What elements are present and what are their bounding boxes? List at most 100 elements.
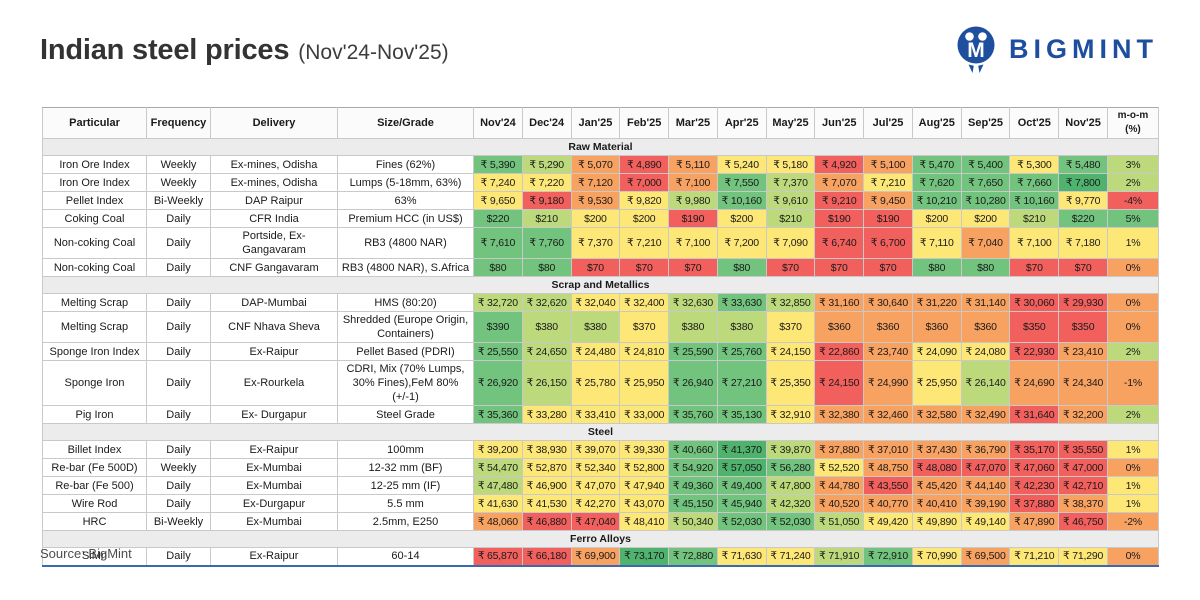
price-cell: ₹ 35,130 (716, 405, 767, 424)
price-cell: $200 (960, 209, 1011, 228)
price-cell: ₹ 26,150 (521, 360, 572, 406)
table-row: Non-coking Coal Daily Portside, Ex-Gangava… (42, 227, 1159, 259)
cell-size-grade: 2.5mm, E250 (337, 512, 474, 531)
price-cell: ₹ 47,070 (960, 458, 1011, 477)
price-cell: ₹ 9,530 (570, 191, 621, 210)
table-row: SiMn Daily Ex-Raipur 60-14 ₹ 65,870 ₹ 66,180 ₹… (42, 547, 1159, 566)
price-cell: ₹ 73,170 (619, 547, 670, 566)
price-cell: ₹ 7,610 (473, 227, 523, 259)
price-cell: ₹ 9,450 (863, 191, 913, 210)
section-row: Scrap and Metallics (42, 276, 1159, 294)
cell-size-grade: Lumps (5-18mm, 63%) (337, 173, 474, 192)
cell-delivery: Ex- Durgapur (210, 405, 338, 424)
price-cell: ₹ 39,200 (473, 440, 523, 459)
cell-particular: Melting Scrap (42, 311, 147, 343)
column-header: Delivery (210, 107, 338, 139)
price-cell: ₹ 9,180 (521, 191, 572, 210)
column-header: Jun'25 (814, 107, 865, 139)
price-cell: ₹ 71,240 (765, 547, 816, 566)
price-cell: ₹ 69,900 (570, 547, 621, 566)
price-cell: ₹ 26,920 (473, 360, 523, 406)
price-cell: ₹ 39,870 (765, 440, 816, 459)
price-cell: ₹ 7,210 (863, 173, 913, 192)
price-cell: ₹ 25,550 (473, 342, 523, 361)
price-cell: ₹ 9,610 (765, 191, 816, 210)
price-cell: ₹ 7,200 (716, 227, 767, 259)
price-cell: ₹ 45,940 (716, 494, 767, 513)
cell-size-grade: 12-25 mm (IF) (337, 476, 474, 495)
price-cell: ₹ 5,110 (668, 155, 718, 174)
cell-delivery: Ex-mines, Odisha (210, 155, 338, 174)
price-cell: ₹ 5,300 (1009, 155, 1060, 174)
mom-cell: -1% (1106, 360, 1159, 406)
price-cell: ₹ 35,360 (473, 405, 523, 424)
price-cell: ₹ 56,280 (765, 458, 816, 477)
cell-particular: Iron Ore Index (42, 173, 147, 192)
column-header: May'25 (765, 107, 816, 139)
price-cell: ₹ 24,080 (960, 342, 1011, 361)
mom-cell: 2% (1106, 342, 1159, 361)
price-cell: ₹ 39,190 (960, 494, 1011, 513)
price-cell: ₹ 32,580 (911, 405, 962, 424)
price-cell: ₹ 9,210 (814, 191, 865, 210)
section-header-steel: Steel (42, 423, 1159, 441)
price-cell: ₹ 10,210 (911, 191, 962, 210)
price-cell: ₹ 57,050 (716, 458, 767, 477)
price-cell: ₹ 65,870 (473, 547, 523, 566)
price-cell: ₹ 66,180 (521, 547, 572, 566)
price-cell: ₹ 38,370 (1058, 494, 1108, 513)
mom-cell: 0% (1106, 293, 1159, 312)
price-cell: ₹ 25,590 (668, 342, 718, 361)
price-cell: ₹ 46,880 (521, 512, 572, 531)
cell-frequency: Weekly (146, 458, 211, 477)
price-cell: ₹ 31,640 (1009, 405, 1060, 424)
price-cell: ₹ 33,630 (716, 293, 767, 312)
price-cell: ₹ 24,150 (765, 342, 816, 361)
table-row: Non-coking Coal Daily CNF Gangavaram RB3 (4… (42, 258, 1159, 277)
price-cell: ₹ 32,200 (1058, 405, 1108, 424)
cell-delivery: Ex-Durgapur (210, 494, 338, 513)
price-cell: ₹ 45,420 (911, 476, 962, 495)
mom-cell: 0% (1106, 547, 1159, 566)
price-cell: ₹ 42,320 (765, 494, 816, 513)
cell-frequency: Daily (146, 293, 211, 312)
column-header: Sep'25 (960, 107, 1011, 139)
price-cell: $190 (814, 209, 865, 228)
price-cell: ₹ 32,720 (473, 293, 523, 312)
cell-delivery: CFR India (210, 209, 338, 228)
mom-cell: 5% (1106, 209, 1159, 228)
table-row: Pig Iron Daily Ex- Durgapur Steel Grade ₹ 35… (42, 405, 1159, 424)
price-cell: $190 (863, 209, 913, 228)
cell-frequency: Bi-Weekly (146, 191, 211, 210)
price-cell: ₹ 43,070 (619, 494, 670, 513)
price-cell: ₹ 7,650 (960, 173, 1011, 192)
cell-frequency: Daily (146, 476, 211, 495)
cell-frequency: Daily (146, 342, 211, 361)
mom-cell: 2% (1106, 173, 1159, 192)
price-cell: $70 (619, 258, 670, 277)
price-cell: ₹ 7,210 (619, 227, 670, 259)
price-cell: ₹ 7,550 (716, 173, 767, 192)
column-header: Apr'25 (716, 107, 767, 139)
brand: M BIGMINT (952, 24, 1158, 74)
price-cell: ₹ 42,710 (1058, 476, 1108, 495)
column-header: Aug'25 (911, 107, 962, 139)
cell-frequency: Daily (146, 311, 211, 343)
table-row: Coking Coal Daily CFR India Premium HCC (in… (42, 209, 1159, 228)
price-cell: ₹ 42,270 (570, 494, 621, 513)
cell-size-grade: Fines (62%) (337, 155, 474, 174)
price-cell: ₹ 44,140 (960, 476, 1011, 495)
price-cell: $210 (765, 209, 816, 228)
price-cell: ₹ 9,820 (619, 191, 670, 210)
column-header: Oct'25 (1009, 107, 1060, 139)
price-cell: ₹ 30,640 (863, 293, 913, 312)
svg-text:M: M (967, 39, 985, 62)
price-cell: ₹ 33,000 (619, 405, 670, 424)
price-cell: ₹ 33,410 (570, 405, 621, 424)
cell-delivery: Ex-Raipur (210, 547, 338, 566)
table-row: HRC Bi-Weekly Ex-Mumbai 2.5mm, E250 ₹ 48,060… (42, 512, 1159, 531)
cell-particular: Pig Iron (42, 405, 147, 424)
price-cell: ₹ 46,900 (521, 476, 572, 495)
cell-delivery: DAP Raipur (210, 191, 338, 210)
price-cell: ₹ 35,550 (1058, 440, 1108, 459)
